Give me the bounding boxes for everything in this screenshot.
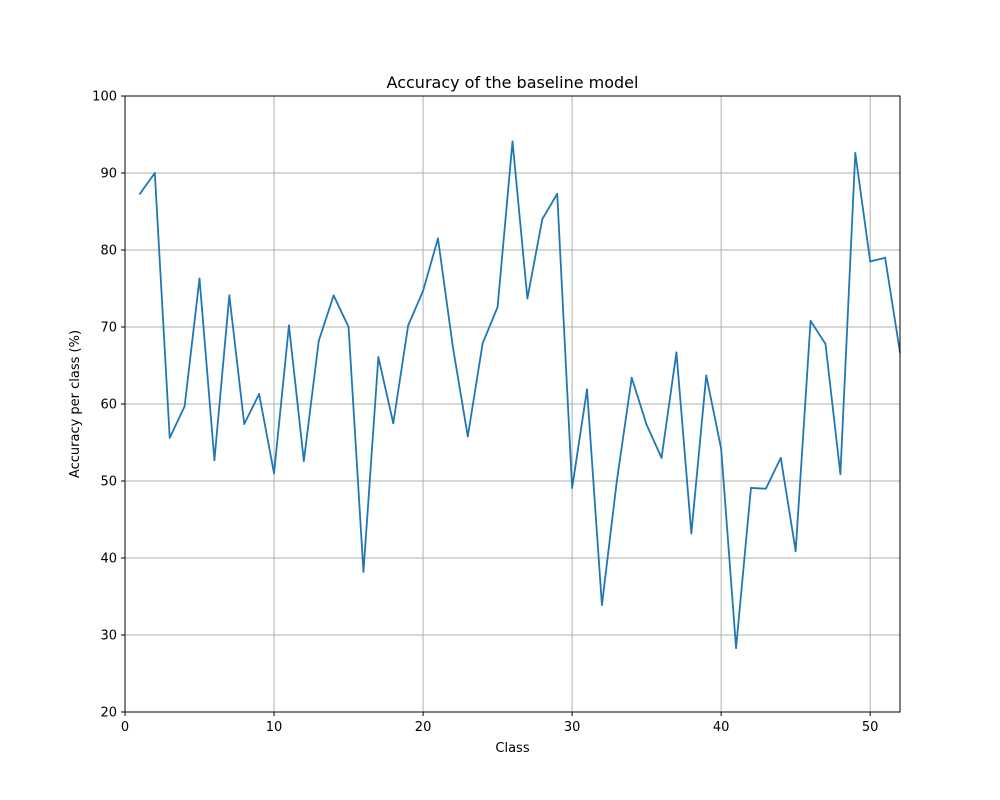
data-point xyxy=(541,218,544,221)
series-line-group xyxy=(139,140,901,649)
data-point xyxy=(317,339,320,342)
data-point xyxy=(645,423,648,426)
data-point xyxy=(228,294,231,297)
data-point xyxy=(586,388,588,391)
data-point xyxy=(139,192,141,195)
y-tick-label: 80 xyxy=(100,244,117,259)
data-point xyxy=(302,460,305,462)
y-tick-label: 60 xyxy=(100,398,117,413)
y-tick-label: 50 xyxy=(100,475,117,490)
data-point xyxy=(571,487,574,489)
data-point xyxy=(407,324,410,327)
data-point xyxy=(735,647,737,649)
data-point xyxy=(690,532,693,535)
x-axis-label: Class xyxy=(495,741,529,756)
data-point xyxy=(556,192,559,195)
data-point xyxy=(809,319,812,322)
data-point xyxy=(705,374,708,377)
y-tick-label: 30 xyxy=(100,629,117,644)
data-point xyxy=(764,487,767,490)
data-point xyxy=(258,393,261,395)
x-tick-label: 20 xyxy=(415,720,432,735)
y-tick-label: 90 xyxy=(100,167,117,182)
data-point xyxy=(288,324,290,327)
data-point xyxy=(824,343,827,345)
data-point xyxy=(496,306,499,308)
x-tick-label: 40 xyxy=(713,720,730,735)
data-point xyxy=(153,172,156,174)
y-tick-label: 20 xyxy=(100,706,117,721)
axis-ticks: 0 10 20 30 40 50 20 30 40 50 60 70 80 90 100 xyxy=(92,90,878,736)
chart-title: Accuracy of the baseline model xyxy=(387,73,639,92)
data-point xyxy=(183,405,186,408)
data-point xyxy=(615,480,618,482)
x-tick-label: 10 xyxy=(266,720,283,735)
data-point xyxy=(630,376,633,379)
data-point xyxy=(213,459,216,462)
data-point xyxy=(168,436,171,439)
data-point xyxy=(884,256,886,259)
data-point xyxy=(779,457,782,459)
data-point xyxy=(526,297,529,300)
y-tick-label: 100 xyxy=(92,90,117,105)
x-tick-label: 50 xyxy=(862,720,879,735)
data-point xyxy=(839,473,842,475)
data-point xyxy=(750,487,752,489)
data-point xyxy=(437,237,439,240)
data-point xyxy=(854,152,857,154)
data-point xyxy=(466,435,469,438)
y-axis-label: Accuracy per class (%) xyxy=(68,330,83,478)
data-point xyxy=(362,570,365,573)
data-point xyxy=(511,140,514,143)
x-tick-label: 0 xyxy=(121,720,129,735)
data-point xyxy=(332,294,335,297)
data-point xyxy=(794,550,797,552)
data-point xyxy=(869,260,872,263)
y-tick-label: 40 xyxy=(100,552,117,567)
data-point xyxy=(198,277,201,280)
data-point xyxy=(422,289,424,292)
data-point xyxy=(675,351,678,354)
data-point xyxy=(377,356,380,358)
accuracy-series-line xyxy=(139,140,901,649)
data-point xyxy=(451,346,454,348)
data-point xyxy=(601,604,603,606)
data-point xyxy=(720,447,723,450)
y-tick-label: 70 xyxy=(100,321,117,336)
data-point xyxy=(347,326,350,328)
x-tick-label: 30 xyxy=(564,720,581,735)
data-point xyxy=(660,457,663,459)
data-point xyxy=(243,423,246,425)
data-point xyxy=(392,422,395,425)
data-point xyxy=(273,472,275,475)
data-point xyxy=(481,342,484,345)
